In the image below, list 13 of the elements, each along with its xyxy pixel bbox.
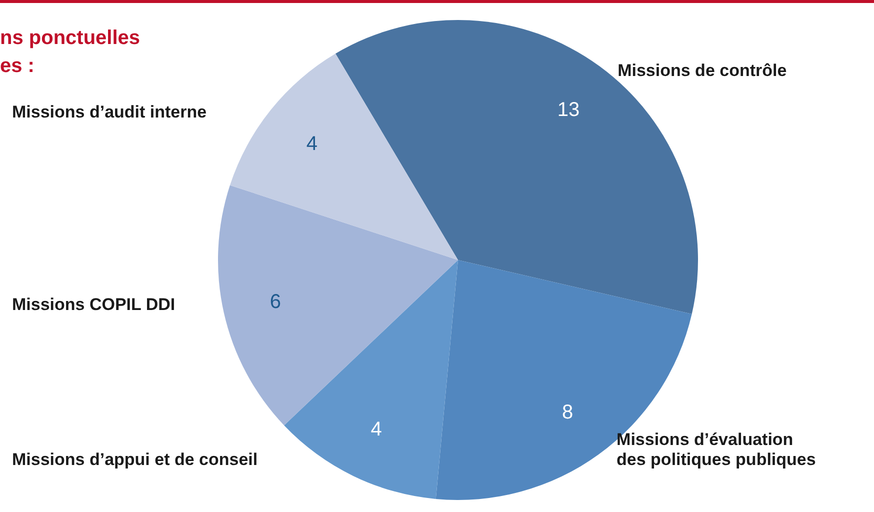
slice-label: Missions d’évaluation des politiques publiques [616, 430, 816, 470]
data-label: 6 [270, 291, 281, 314]
text: ns ponctuelles es : [0, 27, 140, 77]
slice-label: Missions d’audit interne [12, 102, 207, 122]
data-label: 13 [557, 98, 580, 121]
slice-label: Missions d’appui et de conseil [12, 450, 258, 470]
slice-label: Missions COPIL DDI [12, 295, 176, 314]
data-label: 8 [562, 402, 574, 424]
pie-slice [284, 260, 458, 499]
slice-label: Missions de contrôle [618, 60, 787, 80]
data-label: 4 [306, 132, 318, 155]
data-label: 4 [370, 418, 382, 440]
pie-slice [230, 54, 458, 260]
